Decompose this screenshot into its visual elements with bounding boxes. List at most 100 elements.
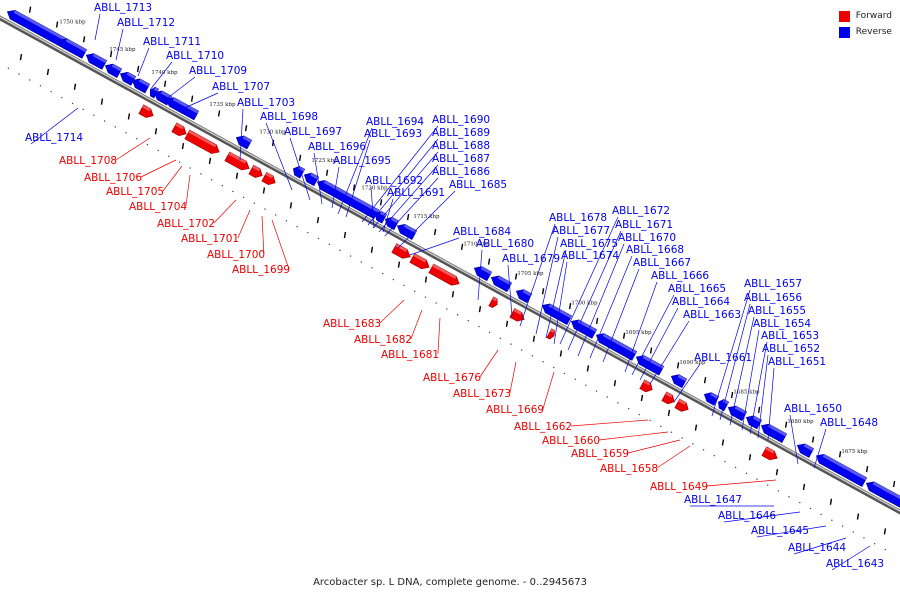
- gene-label-reverse: ABLL_1691: [387, 187, 445, 199]
- leader-line: [749, 341, 768, 435]
- tick-mark: [730, 391, 734, 399]
- leader-line: [379, 299, 405, 324]
- gene-label-reverse: ABLL_1711: [143, 36, 201, 48]
- scale-tick-label: 1690 kbp: [679, 360, 706, 366]
- genome-backbone: [0, 15, 900, 515]
- leader-line: [711, 289, 751, 417]
- tick-mark: [649, 347, 653, 354]
- tick-mark: [406, 214, 410, 221]
- gene-label-reverse: ABLL_1666: [651, 270, 709, 282]
- gene-label-reverse: ABLL_1656: [744, 292, 802, 304]
- scale-tick-label: 1680 kbp: [787, 419, 814, 425]
- gene-label-reverse: ABLL_1677: [552, 225, 610, 237]
- tick-mark: [775, 468, 779, 476]
- leader-line: [627, 439, 681, 454]
- gene-label-forward: ABLL_1699: [232, 264, 290, 276]
- leader-line: [372, 151, 439, 229]
- gene-label-reverse: ABLL_1667: [633, 257, 691, 269]
- gene-label-reverse: ABLL_1675: [560, 238, 618, 250]
- reverse-gene: [595, 333, 638, 361]
- tick-mark: [856, 513, 860, 520]
- reverse-gene: [384, 216, 400, 231]
- forward-gene: [546, 328, 555, 340]
- reverse-gene: [235, 135, 253, 150]
- tick-mark: [676, 362, 680, 369]
- gene-label-reverse: ABLL_1693: [364, 128, 422, 140]
- gene-label-reverse: ABLL_1655: [748, 305, 806, 317]
- leader-line: [757, 354, 769, 439]
- tick-mark: [748, 454, 752, 461]
- tick-mark: [217, 110, 221, 117]
- scale-tick-label: 1740 kbp: [151, 70, 178, 76]
- tick-mark: [370, 246, 374, 253]
- leader-line: [706, 479, 777, 487]
- forward-gene: [761, 446, 778, 461]
- tick-mark: [451, 291, 455, 298]
- tick-mark: [784, 421, 788, 428]
- leader-line: [477, 249, 483, 301]
- reverse-gene: [6, 9, 70, 49]
- tick-mark: [289, 202, 293, 209]
- leader-line: [289, 137, 311, 201]
- forward-swatch: [838, 10, 850, 22]
- leader-line: [137, 47, 150, 77]
- tick-mark: [811, 436, 815, 443]
- tick-mark: [190, 95, 194, 102]
- gene-label-forward: ABLL_1676: [423, 372, 481, 384]
- gene-label-forward: ABLL_1660: [542, 435, 600, 447]
- scale-tick-label: 1730 kbp: [259, 129, 286, 135]
- scale-tick-label: 1705 kbp: [517, 271, 544, 277]
- scale-tick-label: 1700 kbp: [571, 301, 598, 307]
- tick-mark: [838, 451, 842, 458]
- gene-label-forward: ABLL_1681: [381, 349, 439, 361]
- scale-tick-label: 1685 kbp: [733, 389, 760, 395]
- leader-line: [479, 349, 499, 378]
- tick-mark: [379, 199, 383, 206]
- forward-gene: [639, 379, 653, 393]
- tick-mark: [865, 465, 869, 473]
- scale-tick-label: 1710 kbp: [463, 241, 490, 247]
- leader-line: [94, 13, 101, 41]
- tick-mark: [28, 6, 32, 13]
- leader-line: [185, 174, 191, 207]
- leader-line: [509, 361, 517, 394]
- forward-gene: [488, 296, 498, 309]
- scale-tick-label: 1750 kbp: [59, 20, 86, 26]
- tick-mark: [208, 157, 212, 165]
- tick-mark: [244, 125, 248, 132]
- leader-line: [337, 127, 373, 215]
- gene-label-forward: ABLL_1659: [571, 448, 629, 460]
- tick-mark: [595, 317, 599, 325]
- leader-line: [213, 199, 237, 224]
- gene-label-reverse: ABLL_1665: [668, 283, 726, 295]
- reverse-gene: [718, 399, 730, 412]
- gene-label-reverse: ABLL_1674: [561, 250, 619, 262]
- gene-label-reverse: ABLL_1648: [820, 417, 878, 429]
- leader-line: [261, 215, 265, 255]
- forward-gene: [171, 122, 187, 136]
- tick-mark: [271, 139, 275, 147]
- tick-mark: [532, 335, 536, 342]
- leader-line: [437, 317, 441, 355]
- legend-forward: Forward: [838, 8, 892, 24]
- leader-line: [535, 236, 559, 335]
- leader-line: [361, 125, 439, 223]
- reverse-gene: [131, 78, 151, 94]
- tick-mark: [325, 169, 329, 176]
- forward-gene: [391, 243, 411, 259]
- leader-line: [729, 316, 755, 426]
- leader-line: [345, 139, 371, 218]
- leader-line: [179, 92, 219, 111]
- tick-mark: [892, 480, 896, 488]
- gene-label-reverse: ABLL_1686: [432, 166, 490, 178]
- leader-line: [673, 363, 701, 403]
- leader-line: [719, 303, 751, 421]
- leader-line: [265, 122, 293, 191]
- tick-mark: [235, 172, 239, 179]
- gene-label-reverse: ABLL_1646: [718, 510, 776, 522]
- gene-label-reverse: ABLL_1672: [612, 205, 670, 217]
- gene-label-reverse: ABLL_1714: [25, 132, 83, 144]
- tick-mark: [109, 51, 113, 58]
- gene-label-reverse: ABLL_1684: [453, 226, 511, 238]
- tick-mark: [703, 377, 707, 384]
